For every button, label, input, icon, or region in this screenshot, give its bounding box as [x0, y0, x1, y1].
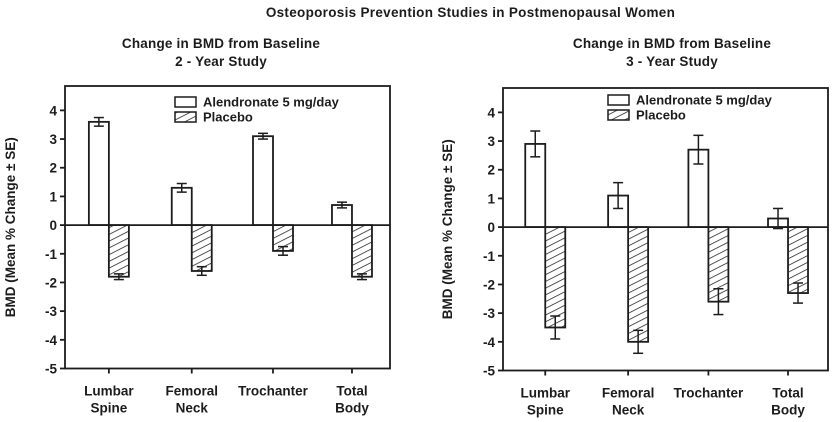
bar-alendronate-5-mg-day-trochanter-2-year-study [252, 135, 274, 226]
chart-2yr-title: Change in BMD from Baseline [121, 36, 321, 51]
legend-swatch-alendronate-5-mg-day-3-year-study [607, 94, 630, 106]
y-tick-label-2-year-study--4: -4 [45, 333, 57, 348]
chart-2yr-heading: Change in BMD from Baseline 2 - Year Stu… [56, 35, 386, 71]
x-label-3-year-study-lumbar-spine-line2: Spine [527, 403, 564, 418]
plot-border-2-year-study [64, 85, 391, 370]
chart-3yr-subtitle: 3 - Year Study [626, 54, 718, 69]
y-tick-label-3-year-study--1: -1 [483, 249, 495, 264]
x-label-3-year-study-femoral-neck-line2: Neck [612, 403, 645, 418]
y-tick-label-2-year-study--5: -5 [45, 362, 57, 377]
y-axis-title-2-year-study: BMD (Mean % Change ± SE) [3, 137, 18, 317]
bar-placebo-femoral-neck-2-year-study [190, 224, 213, 272]
legend-label-placebo-3-year-study: Placebo [636, 108, 686, 123]
legend-label-placebo-2-year-study: Placebo [203, 110, 253, 125]
x-label-2-year-study-total-body-line1: Total [336, 384, 367, 399]
y-tick-label-2-year-study-0: 0 [49, 218, 57, 233]
y-tick-label-3-year-study-1: 1 [487, 191, 495, 206]
y-tick-label-2-year-study--2: -2 [45, 275, 57, 290]
y-tick-label-2-year-study--1: -1 [45, 247, 57, 262]
y-tick-label-2-year-study-3: 3 [49, 132, 57, 147]
bar-placebo-total-body-2-year-study [351, 224, 373, 278]
x-label-2-year-study-femoral-neck-line1: Femoral [165, 384, 218, 399]
legend-swatch-alendronate-5-mg-day-2-year-study [174, 96, 197, 108]
x-label-2-year-study-femoral-neck-line2: Neck [176, 401, 209, 416]
y-tick-label-3-year-study--2: -2 [483, 277, 495, 292]
x-label-2-year-study-total-body-line2: Body [335, 401, 369, 416]
figure-title: Osteoporosis Prevention Studies in Postm… [265, 5, 676, 20]
x-label-2-year-study-lumbar-spine-line1: Lumbar [84, 384, 134, 399]
legend-label-alendronate-5-mg-day-3-year-study: Alendronate 5 mg/day [636, 93, 773, 108]
x-label-3-year-study-trochanter-line1: Trochanter [674, 386, 745, 401]
legend-label-alendronate-5-mg-day-2-year-study: Alendronate 5 mg/day [203, 95, 340, 110]
chart-3yr-heading: Change in BMD from Baseline 3 - Year Stu… [507, 35, 837, 71]
x-label-2-year-study-trochanter-line1: Trochanter [238, 384, 309, 399]
y-tick-label-3-year-study--5: -5 [483, 364, 495, 379]
chart-2yr-subtitle: 2 - Year Study [175, 54, 267, 69]
bar-placebo-femoral-neck-3-year-study [627, 226, 650, 343]
plot-border-3-year-study [502, 87, 829, 372]
x-label-3-year-study-femoral-neck-line1: Femoral [602, 386, 655, 401]
bar-alendronate-5-mg-day-femoral-neck-2-year-study [170, 186, 193, 226]
y-tick-label-3-year-study-4: 4 [487, 105, 495, 120]
y-tick-label-3-year-study-0: 0 [487, 220, 495, 235]
y-tick-label-3-year-study-3: 3 [487, 134, 495, 149]
y-axis-title-3-year-study: BMD (Mean % Change ± SE) [440, 139, 455, 319]
y-tick-label-2-year-study--3: -3 [45, 304, 57, 319]
x-label-3-year-study-total-body-line1: Total [772, 386, 803, 401]
chart-3yr-title: Change in BMD from Baseline [572, 36, 772, 51]
y-tick-label-3-year-study-2: 2 [487, 163, 495, 178]
x-label-3-year-study-lumbar-spine-line1: Lumbar [520, 386, 570, 401]
legend-swatch-placebo-3-year-study [607, 109, 630, 121]
y-tick-label-2-year-study-1: 1 [49, 189, 57, 204]
legend-swatch-placebo-2-year-study [174, 111, 197, 123]
x-label-3-year-study-total-body-line2: Body [771, 403, 805, 418]
y-tick-label-2-year-study-2: 2 [49, 161, 57, 176]
y-tick-label-3-year-study--4: -4 [483, 335, 495, 350]
y-tick-label-3-year-study--3: -3 [483, 306, 495, 321]
bar-alendronate-5-mg-day-lumbar-spine-2-year-study [87, 120, 110, 226]
bar-placebo-lumbar-spine-2-year-study [107, 224, 130, 278]
x-label-2-year-study-lumbar-spine-line2: Spine [90, 401, 127, 416]
y-tick-label-2-year-study-4: 4 [49, 103, 57, 118]
bar-placebo-lumbar-spine-3-year-study [544, 226, 567, 329]
